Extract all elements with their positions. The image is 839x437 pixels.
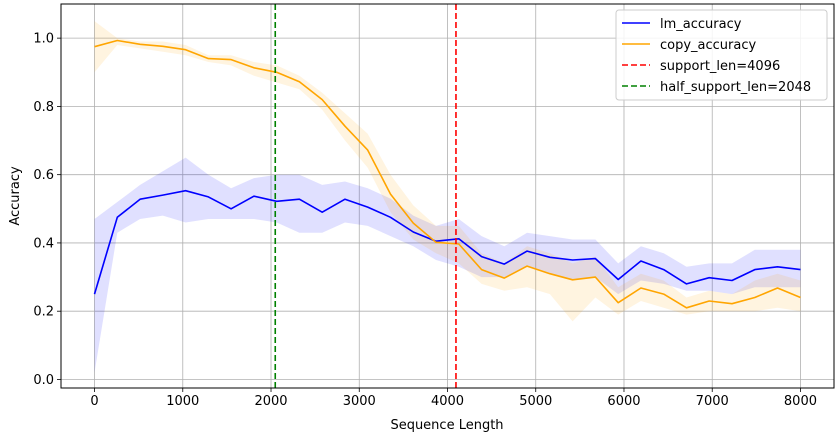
copy_accuracy-band [94,21,801,322]
grid [61,4,834,388]
copy_accuracy-line [94,39,801,309]
x-axis-label: Sequence Length [390,418,503,433]
legend-label: lm_accuracy [660,17,742,32]
x-tick-label: 4000 [431,394,464,409]
reference-lines [274,4,457,388]
x-tick-label: 5000 [519,394,552,409]
x-tick-label: 6000 [607,394,640,409]
y-axis-ticks: 0.0 0.2 0.4 0.6 0.8 1.0 [33,32,61,388]
legend: lm_accuracy copy_accuracy support_len=4096… [615,9,828,101]
series-lines [93,39,801,309]
lm_accuracy-line [93,189,801,295]
y-tick-label: 0.4 [33,236,54,251]
x-tick-label: 8000 [784,394,817,409]
y-axis-label: Accuracy [8,166,23,226]
y-tick-label: 1.0 [33,32,54,47]
x-axis-ticks: 0 1000 2000 3000 4000 5000 6000 7000 8000 [90,388,817,409]
y-tick-label: 0.2 [33,305,54,320]
legend-box [615,9,828,101]
y-tick-label: 0.8 [33,100,54,115]
x-tick-label: 1000 [166,394,199,409]
x-tick-label: 0 [90,394,98,409]
lm_accuracy-band [94,157,801,373]
y-tick-label: 0.6 [33,168,54,183]
legend-label: support_len=4096 [660,59,780,74]
x-tick-label: 2000 [254,394,287,409]
legend-label: copy_accuracy [660,38,757,53]
confidence-bands [94,21,801,373]
x-tick-label: 3000 [343,394,376,409]
legend-label: half_support_len=2048 [660,80,811,95]
x-tick-label: 7000 [696,394,729,409]
y-tick-label: 0.0 [33,373,54,388]
